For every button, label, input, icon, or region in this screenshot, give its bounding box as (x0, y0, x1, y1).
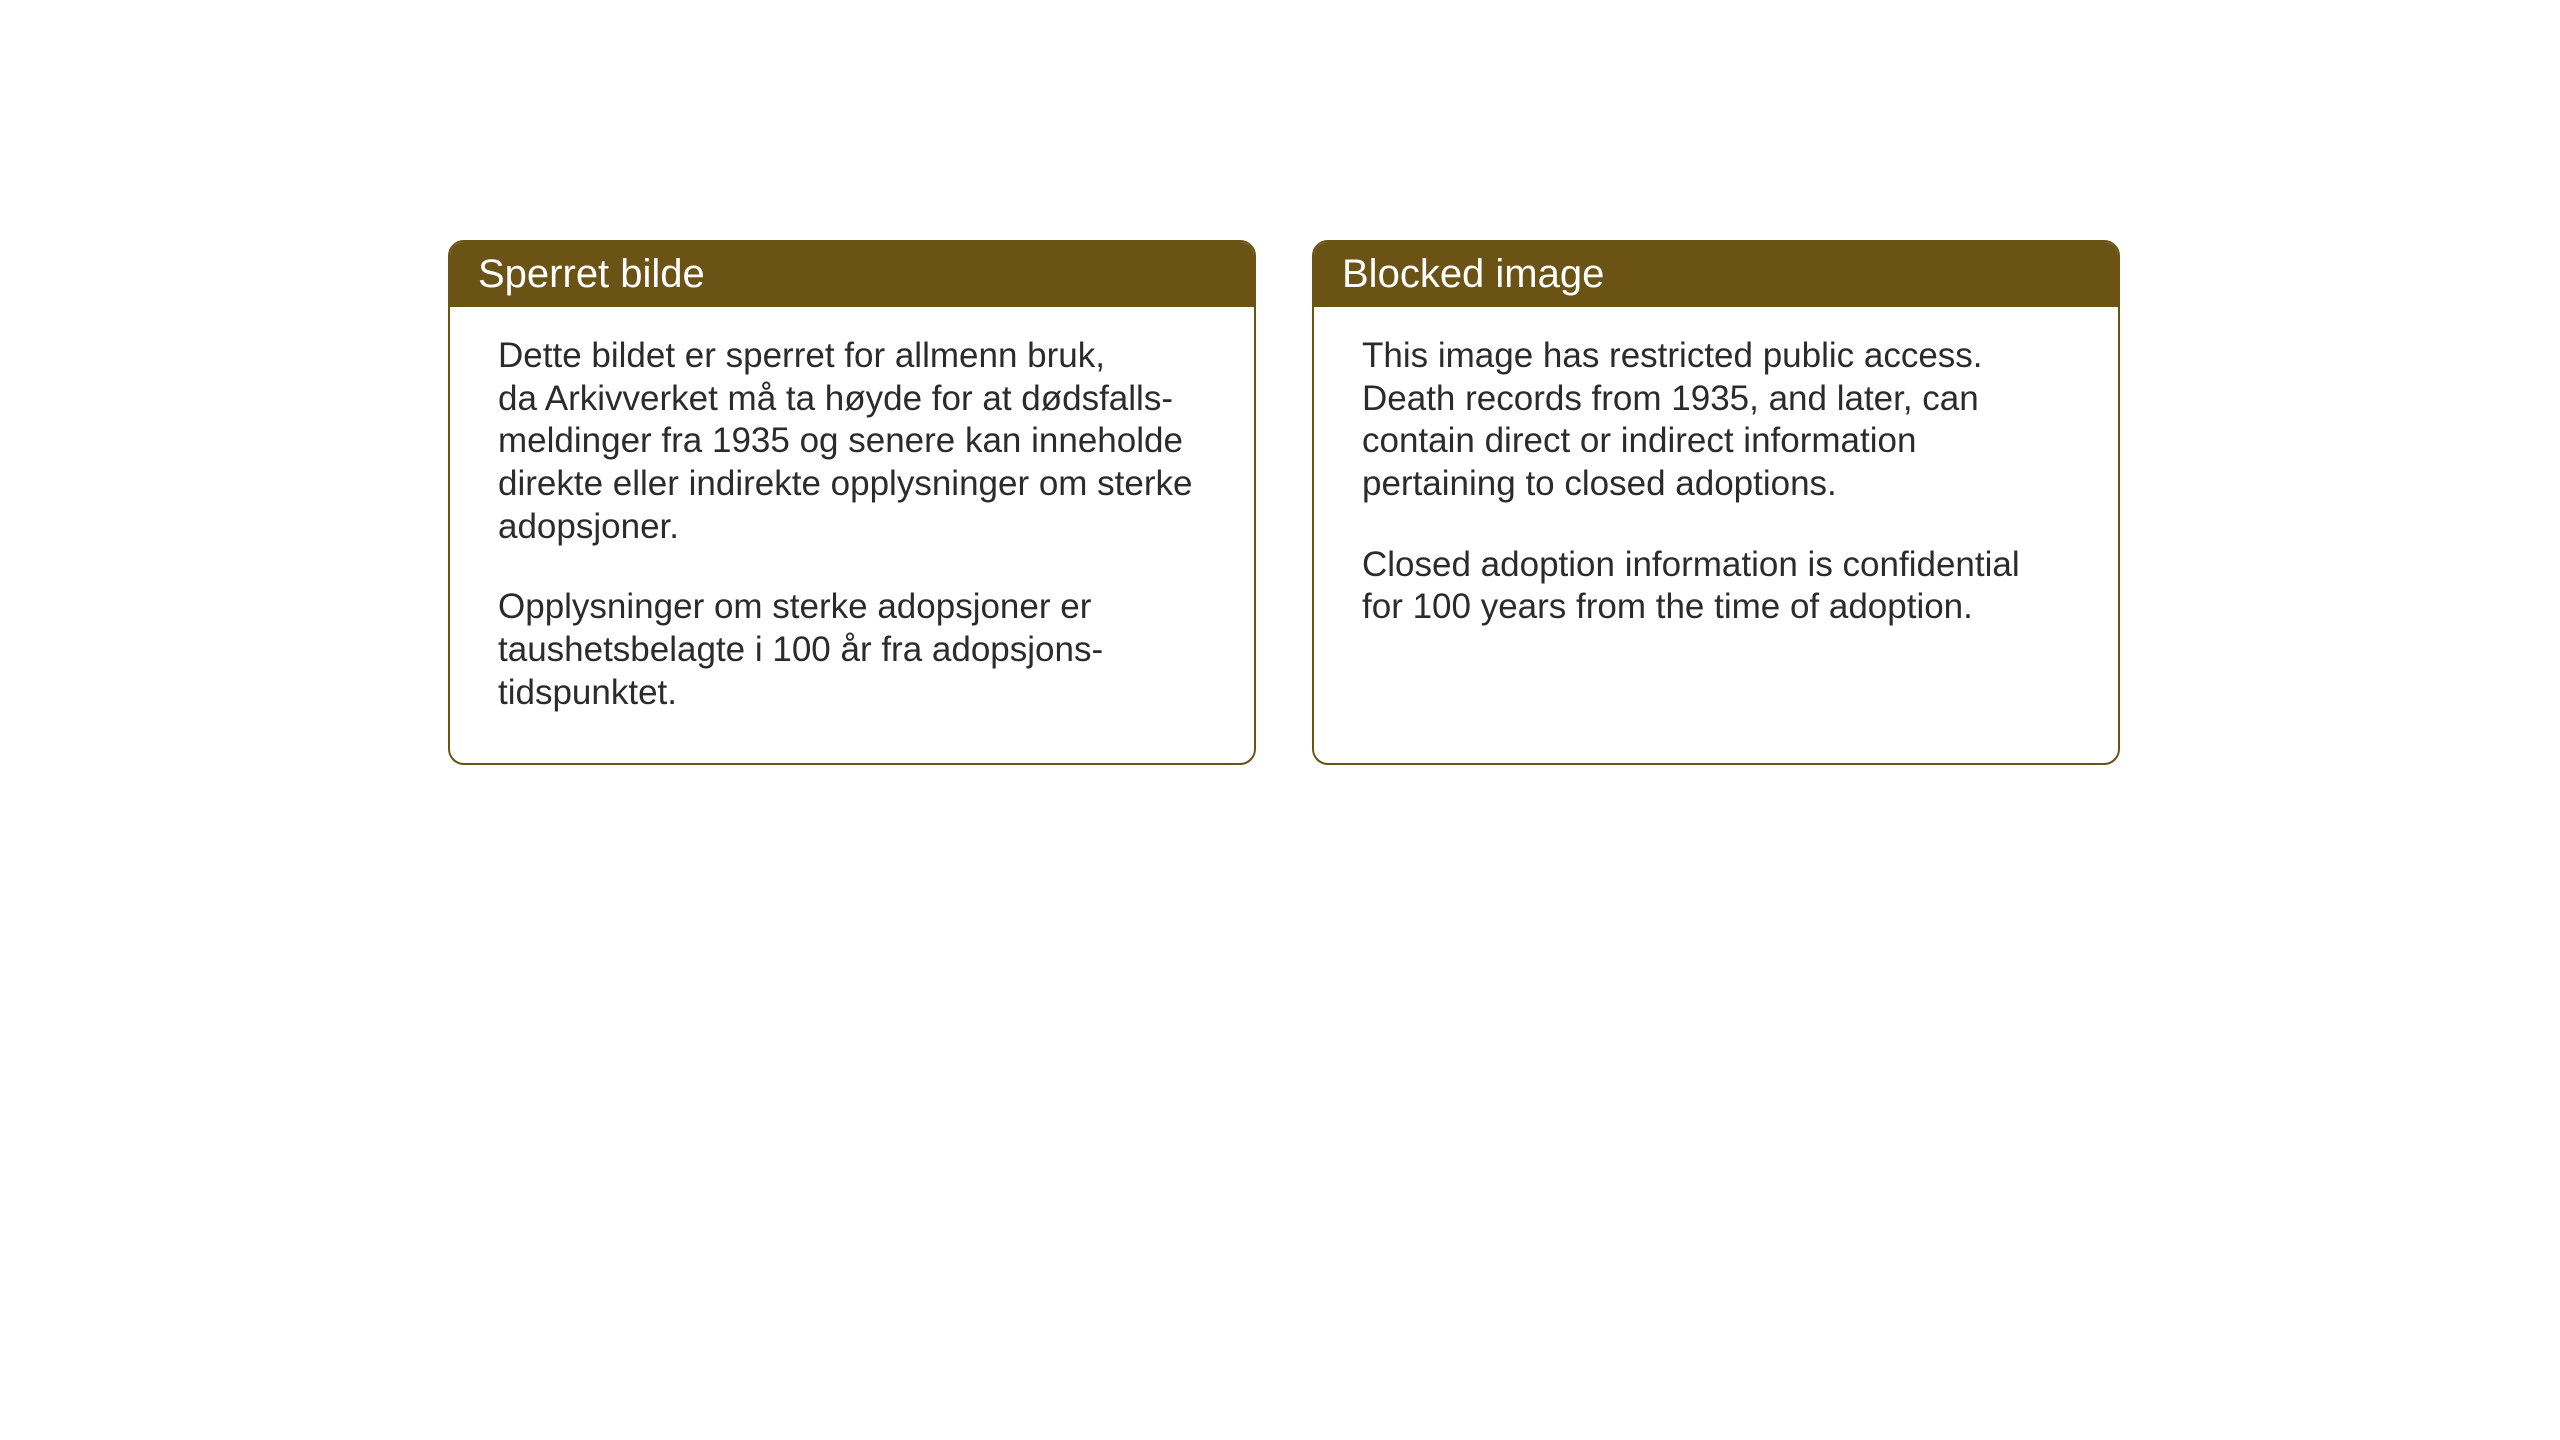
text-line: This image has restricted public access. (1362, 336, 1983, 375)
card-body-norwegian: Dette bildet er sperret for allmenn bruk… (450, 307, 1254, 763)
paragraph-2-english: Closed adoption information is confident… (1362, 544, 2070, 629)
text-line: for 100 years from the time of adoption. (1362, 587, 1973, 626)
text-line: taushetsbelagte i 100 år fra adopsjons- (498, 630, 1103, 669)
text-line: da Arkivverket må ta høyde for at dødsfa… (498, 379, 1173, 418)
card-title-english: Blocked image (1342, 252, 1604, 296)
notice-card-norwegian: Sperret bilde Dette bildet er sperret fo… (448, 240, 1256, 765)
card-body-english: This image has restricted public access.… (1314, 307, 2118, 677)
notice-container: Sperret bilde Dette bildet er sperret fo… (448, 240, 2120, 765)
paragraph-1-english: This image has restricted public access.… (1362, 335, 2070, 506)
text-line: meldinger fra 1935 og senere kan innehol… (498, 421, 1183, 460)
card-header-norwegian: Sperret bilde (450, 242, 1254, 307)
text-line: Opplysninger om sterke adopsjoner er (498, 587, 1091, 626)
text-line: Death records from 1935, and later, can (1362, 379, 1979, 418)
card-title-norwegian: Sperret bilde (478, 252, 705, 296)
card-header-english: Blocked image (1314, 242, 2118, 307)
text-line: tidspunktet. (498, 673, 677, 712)
text-line: Closed adoption information is confident… (1362, 545, 2020, 584)
text-line: direkte eller indirekte opplysninger om … (498, 464, 1193, 503)
paragraph-2-norwegian: Opplysninger om sterke adopsjoner er tau… (498, 586, 1206, 714)
text-line: contain direct or indirect information (1362, 421, 1916, 460)
paragraph-1-norwegian: Dette bildet er sperret for allmenn bruk… (498, 335, 1206, 548)
text-line: adopsjoner. (498, 507, 679, 546)
notice-card-english: Blocked image This image has restricted … (1312, 240, 2120, 765)
text-line: pertaining to closed adoptions. (1362, 464, 1837, 503)
text-line: Dette bildet er sperret for allmenn bruk… (498, 336, 1105, 375)
